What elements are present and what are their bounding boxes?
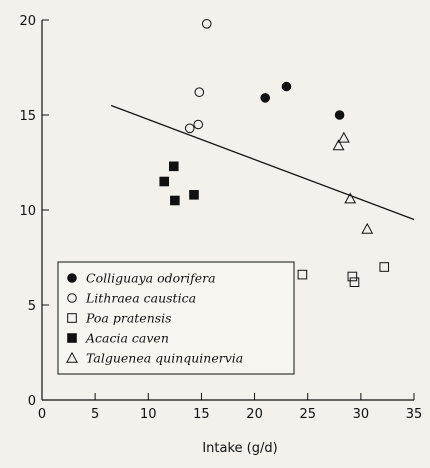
data-point: [194, 87, 205, 97]
data-point: [332, 139, 345, 151]
legend-label: Acacia caven: [85, 331, 169, 346]
trend-line-group: [110, 104, 415, 221]
legend-marker: [66, 351, 78, 363]
data-point: [193, 119, 204, 130]
data-point: [168, 161, 179, 172]
x-tick-label: 5: [91, 407, 99, 422]
data-point: [159, 176, 170, 187]
legend-box: [57, 261, 295, 375]
legend: Colliguaya odorifera Lithraea caustica Poa…: [57, 261, 295, 375]
legend-label: Colliguaya odorifera: [86, 271, 216, 286]
legend-marker: [67, 273, 77, 283]
data-point: [260, 93, 271, 103]
y-tick-label: 15: [19, 109, 36, 124]
x-tick-label: 25: [299, 407, 316, 422]
x-tick-label: 10: [140, 407, 157, 422]
data-point: [337, 131, 350, 143]
legend-label: Talguenea quinquinervia: [86, 351, 243, 366]
data-point: [281, 81, 292, 92]
data-point: [297, 269, 308, 280]
x-tick-label: 15: [193, 407, 210, 422]
x-axis-title: Intake (g/d): [202, 441, 277, 456]
data-point: [189, 190, 199, 200]
data-point: [349, 277, 360, 287]
data-points: [159, 19, 390, 287]
y-tick-label: 10: [19, 204, 36, 219]
data-point: [184, 123, 195, 134]
data-point: [347, 271, 358, 282]
y-tick-label: 5: [28, 299, 36, 314]
data-point: [344, 192, 357, 204]
axes: 0 5 10 15 20 25 30 35 0 5 10 15 20: [19, 14, 422, 422]
trend-line: [110, 104, 415, 221]
x-tick-label: 30: [353, 407, 370, 422]
x-tick-label: 20: [246, 407, 263, 422]
legend-marker: [67, 313, 77, 323]
x-tick-label: 35: [406, 407, 423, 422]
legend-label: Lithraea caustica: [85, 291, 196, 306]
y-tick-label: 20: [19, 14, 36, 29]
data-point: [334, 110, 345, 120]
data-point: [379, 262, 390, 272]
data-point: [361, 222, 374, 234]
legend-marker: [67, 333, 77, 343]
x-tick-label: 0: [38, 407, 46, 422]
data-point: [170, 195, 180, 206]
data-point: [201, 19, 212, 29]
legend-label: Poa pratensis: [85, 311, 172, 326]
y-tick-label: 0: [28, 394, 36, 409]
legend-marker: [67, 293, 77, 303]
